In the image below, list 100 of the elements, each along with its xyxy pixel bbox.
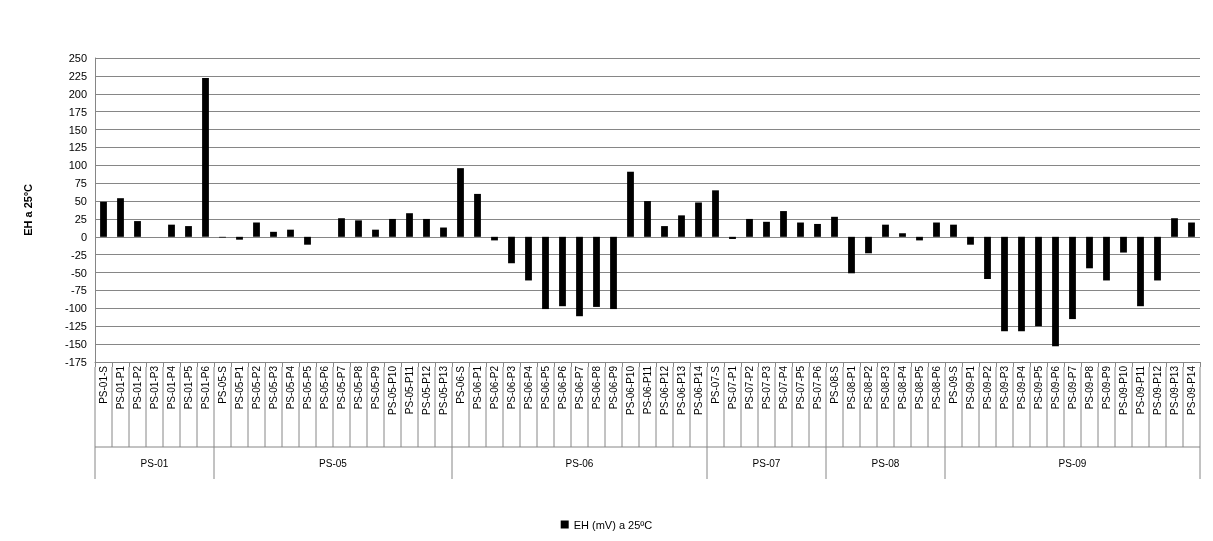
bar [287,229,294,237]
bar [304,236,311,245]
x-tick-label: PS-06-P5 [540,365,551,410]
x-tick-label: PS-01-P4 [166,365,177,410]
bar [984,236,991,280]
bar [1103,236,1110,281]
x-tick-label: PS-09-P5 [1033,365,1044,410]
x-tick-label: PS-07-P4 [778,365,789,410]
x-tick-label: PS-05-S [217,365,228,404]
bar [848,236,855,274]
y-axis-title: EH a 25ºC [21,184,34,236]
x-tick-label: PS-05-P7 [336,365,347,410]
text: PS-01 [140,457,169,469]
x-tick-label: PS-08-P1 [846,365,857,410]
legend-label: EH (mV) a 25ºC [573,518,653,531]
x-tick-label: PS-05-P8 [353,365,364,410]
x-tick-label: PS-05-P2 [251,365,262,410]
x-tick-label: PS-08-P2 [863,365,874,410]
x-tick-label: PS-06-S [455,365,466,404]
y-tick-label: -100 [64,302,87,315]
bar [746,218,753,237]
y-tick-label: -75 [71,284,87,297]
x-tick-label: PS-05-P12 [421,365,432,415]
x-tick-label: PS-09-S [948,365,959,404]
x-tick-label: PS-08-P6 [931,365,942,410]
y-tick-label: 75 [74,177,87,190]
bar [967,236,974,245]
bar [627,171,634,237]
x-tick-label: PS-09-P3 [999,365,1010,410]
bar [729,236,736,239]
bar [1188,222,1195,237]
x-tick-label: PS-06-P8 [591,365,602,410]
bar [933,222,940,237]
bar [593,236,600,307]
y-tick-label: 25 [74,212,87,225]
x-tick-label: PS-09-P13 [1169,365,1180,415]
y-tick-label: 250 [68,52,87,64]
bar [134,221,141,237]
x-tick-label: PS-08-P4 [897,365,908,410]
y-tick-label: 125 [68,141,87,154]
x-tick-label: PS-01-P6 [200,365,211,410]
x-tick-label: PS-05-P4 [285,365,296,410]
x-tick-label: PS-09-P1 [965,365,976,410]
bar [678,215,685,237]
x-tick-label: PS-06-P11 [642,365,653,415]
bar [440,227,447,237]
bar [270,231,277,237]
x-tick-label: PS-06-P1 [472,365,483,410]
y-tick-label: 0 [80,230,87,243]
x-tick-label: PS-09-P6 [1050,365,1061,410]
bar [1001,236,1008,332]
bar [423,218,430,237]
x-tick-label: PS-08-P5 [914,365,925,410]
x-tick-label: PS-06-P4 [523,365,534,410]
x-tick-label: PS-07-S [710,365,721,404]
x-tick-label: PS-09-P7 [1067,365,1078,410]
bar [117,198,124,237]
x-tick-label: PS-09-P4 [1016,365,1027,410]
x-tick-label: PS-05-P3 [268,365,279,410]
bar [559,236,566,307]
bar [100,201,107,237]
bar [168,224,175,237]
text: PS-07 [752,457,781,469]
text: PS-06 [565,457,594,469]
x-tick-label: PS-05-P11 [404,365,415,415]
bar [1137,236,1144,307]
x-tick-label: PS-06-P14 [693,365,704,415]
bar [338,218,345,237]
bar [780,211,787,237]
bar [899,233,906,237]
x-tick-label: PS-06-P3 [506,365,517,410]
x-tick-label: PS-06-P10 [625,365,636,415]
bar [1086,236,1093,269]
bar [797,222,804,237]
x-tick-label: PS-09-P11 [1135,365,1146,415]
x-tick-label: PS-07-P5 [795,365,806,410]
y-tick-label: 150 [68,123,87,136]
bar [1120,236,1127,253]
x-tick-label: PS-07-P6 [812,365,823,410]
y-tick-label: 225 [68,69,87,82]
bar [457,168,464,237]
x-tick-label: PS-01-P1 [115,365,126,410]
bar [542,236,549,310]
y-tick-label: -175 [64,356,87,368]
bar [865,236,872,254]
bar [202,78,209,237]
bar [1018,236,1025,332]
bar [950,224,957,237]
bar [763,221,770,237]
bar [389,218,396,237]
bar [474,193,481,237]
x-tick-label: PS-07-P1 [727,365,738,410]
bar [1035,236,1042,327]
text: PS-05 [319,457,348,469]
bar [831,216,838,237]
bar [661,226,668,237]
bar [1154,236,1161,281]
x-tick-label: PS-05-P5 [302,365,313,410]
bar [185,226,192,237]
bar [712,190,719,237]
